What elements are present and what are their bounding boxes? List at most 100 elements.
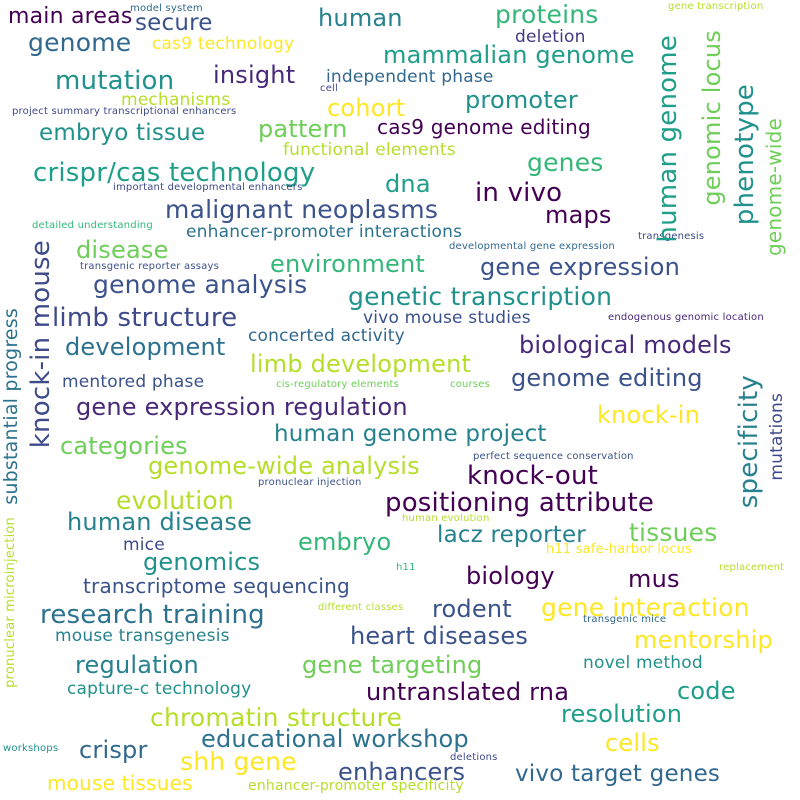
word: positioning attribute [385,488,655,518]
word: mutations [767,393,787,481]
word: embryo [298,528,392,556]
word: mechanisms [121,90,231,110]
word: functional elements [283,140,456,160]
word: chromatin structure [150,703,403,732]
word: genomics [143,548,261,576]
word: pronuclear microinjection [3,517,18,688]
word: mouse tissues [47,771,193,795]
word: gene expression [480,253,681,281]
word: limb development [250,350,472,378]
word: genome editing [511,364,703,392]
word: disease [76,236,169,264]
word: h11 safe-harbor locus [546,542,693,557]
word: mice [123,535,165,555]
word: in vivo [475,178,563,208]
word: gene transcription [668,1,764,12]
word: courses [450,379,491,390]
word: research training [40,600,265,630]
word: project summary transcriptional enhancer… [12,106,237,117]
word: deletion [515,27,586,47]
word: mentored phase [62,372,205,392]
word: vivo mouse studies [363,308,531,328]
word: genomic locus [698,30,726,206]
word: h11 [396,562,416,573]
word: human genome [653,35,683,243]
word: detailed understanding [32,220,153,231]
word: dna [385,170,431,198]
word: maps [545,201,612,229]
word: mutation [55,66,175,96]
word: concerted activity [248,326,405,346]
word: gene expression regulation [76,393,408,421]
word: knock-out [467,461,599,491]
word: untranslated rna [366,678,570,706]
word: lacz reporter [437,522,586,548]
word: transgenesis [638,231,705,242]
word: transcriptome sequencing [83,574,350,598]
word: secure [135,10,213,36]
word: environment [270,250,426,278]
word: mouse transgenesis [55,626,230,646]
word: cells [605,729,660,757]
word: phenotype [730,84,760,226]
word: replacement [719,562,785,573]
word: mus [628,565,680,593]
word: limb structure [52,303,238,333]
word: tissues [629,518,718,547]
word: biology [466,562,555,590]
word: gene interaction [541,593,750,622]
word: educational workshop [201,725,469,753]
word: cell [320,83,339,94]
word: cas9 genome editing [377,115,591,139]
word: endogenous genomic location [608,312,764,323]
word: human disease [67,508,253,536]
word: workshops [3,743,59,754]
word: rodent [432,595,512,623]
word: different classes [318,602,404,613]
word: cas9 technology [152,34,295,54]
word: enhancer-promoter interactions [186,222,463,242]
word: genome analysis [93,270,308,299]
word: mammalian genome [383,41,635,69]
word: genetic transcription [348,282,613,311]
word: important developmental enhancers [113,182,303,193]
word: development [65,333,226,361]
word: shh gene [180,747,297,776]
word: perfect sequence conservation [473,451,634,462]
word: pronuclear injection [258,477,362,488]
word: transgenic mice [583,614,667,625]
word: heart diseases [350,622,529,650]
word: pattern [258,115,348,143]
word: knock-in mouse [26,240,56,449]
word: human [318,4,403,32]
word: substantial progress [0,308,22,505]
word: gene targeting [302,651,483,679]
word: model system [130,3,203,14]
word: enhancers [338,758,466,786]
word: crispr/cas technology [33,158,316,188]
word: cis-regulatory elements [276,379,400,390]
word: independent phase [326,67,494,87]
word: biological models [519,331,732,359]
word: resolution [561,700,683,728]
word: crispr [79,736,148,764]
word: deletions [450,752,498,763]
word: proteins [495,0,599,29]
word: genome-wide analysis [148,452,420,480]
word: categories [60,432,188,460]
word: human evolution [402,513,490,524]
word: genome [28,28,132,57]
word: code [677,677,736,705]
word: vivo target genes [515,761,721,787]
word: evolution [116,486,234,515]
word: novel method [583,653,703,673]
word: mentorship [634,626,773,654]
word: transgenic reporter assays [80,261,219,272]
word: main areas [8,4,133,29]
word: developmental gene expression [449,241,615,252]
word: genes [527,148,604,177]
word: regulation [75,651,199,679]
word: insight [213,61,296,89]
word: malignant neoplasms [165,195,439,224]
